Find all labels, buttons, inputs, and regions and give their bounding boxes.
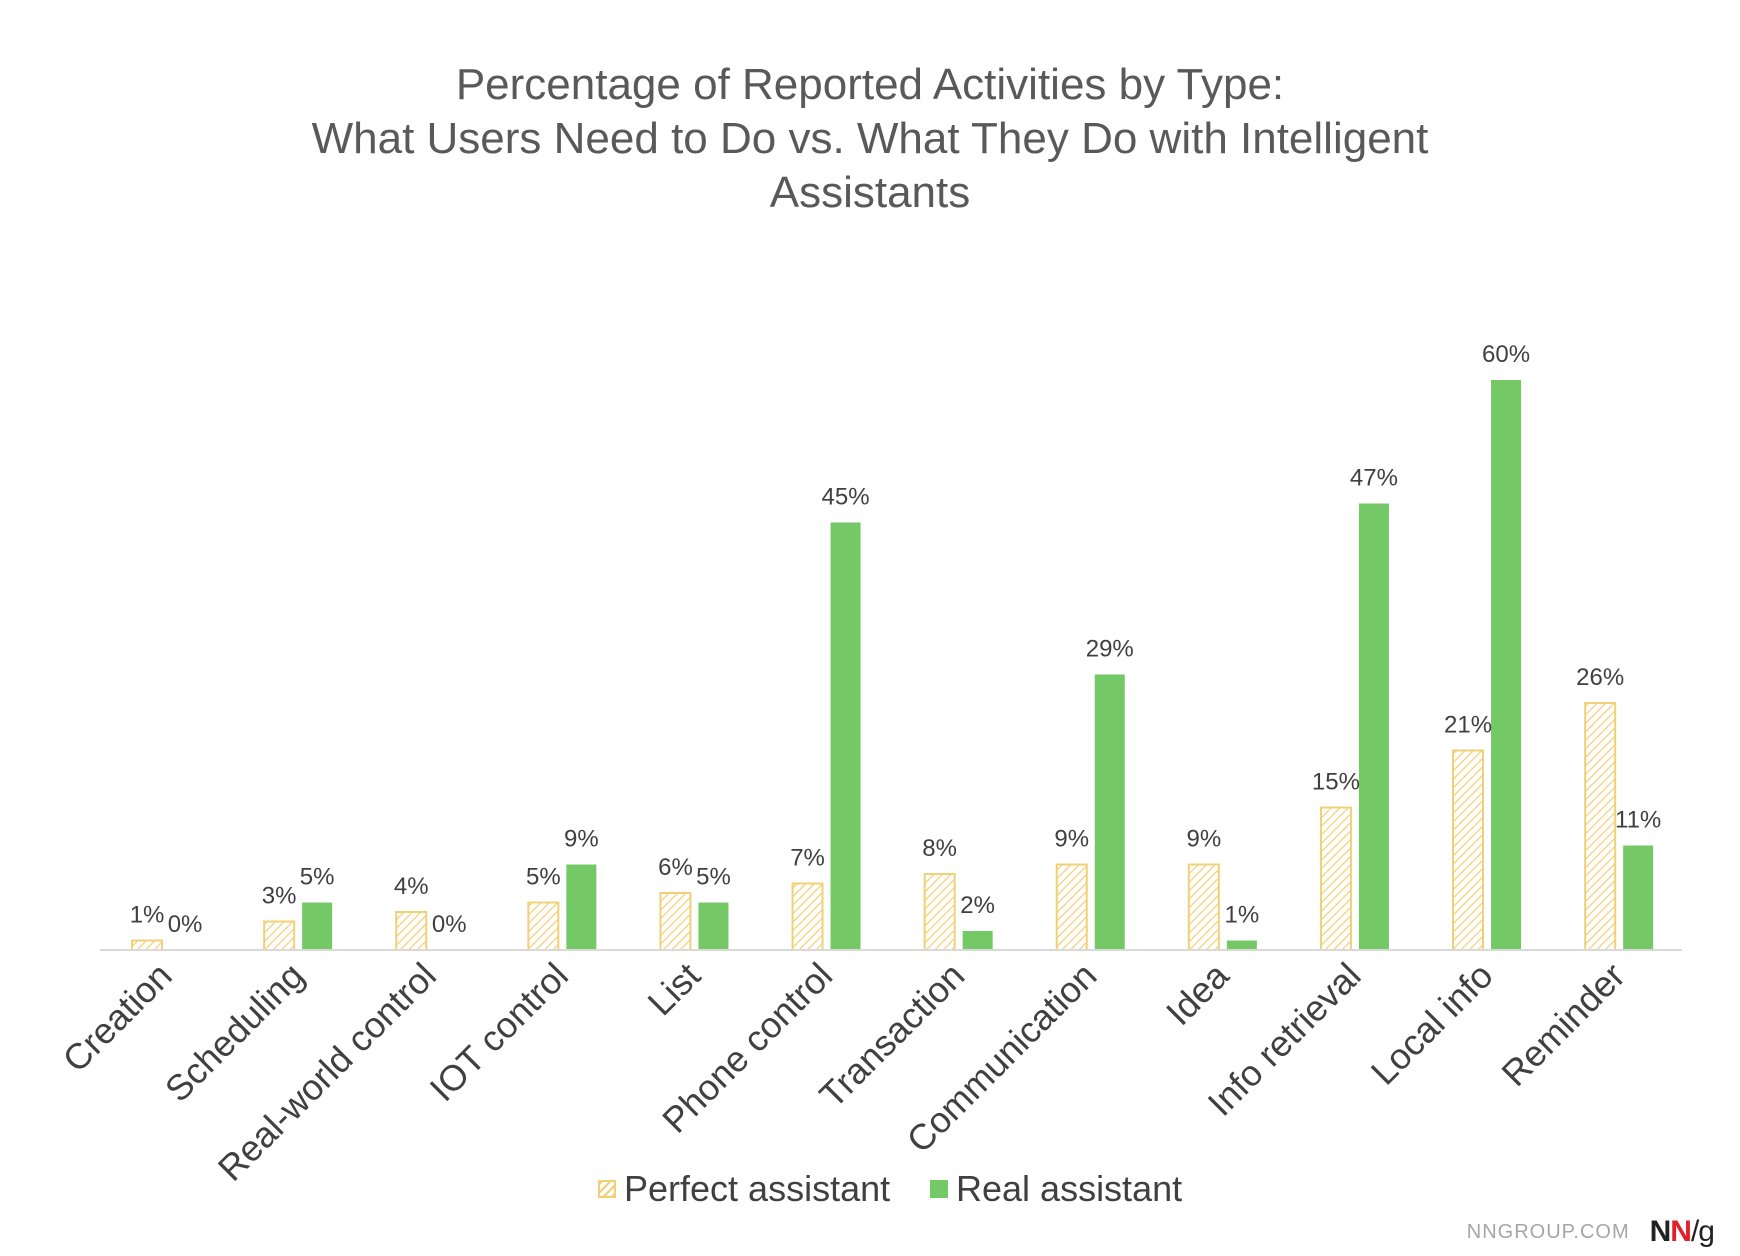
data-label-perfect-info-retrieval: 15% (1312, 769, 1360, 796)
data-label-real-list: 5% (696, 864, 731, 891)
x-tick-label-local-info: Local info (1363, 955, 1501, 1093)
legend-label-perfect-assistant: Perfect assistant (624, 1168, 891, 1209)
chart-title-line-1: Percentage of Reported Activities by Typ… (455, 60, 1285, 109)
bar-perfect-real-world-control (395, 911, 428, 951)
legend-swatch-perfect-assistant (598, 1180, 616, 1198)
nng-logo: NN/g (1649, 1215, 1715, 1249)
legend-swatch-real-assistant (930, 1180, 948, 1198)
bar-real-local-info (1491, 380, 1522, 950)
bar-real-transaction (962, 931, 993, 950)
data-label-perfect-list: 6% (658, 854, 693, 881)
data-label-perfect-idea: 9% (1187, 826, 1222, 853)
data-label-real-real-world-control: 0% (432, 911, 467, 938)
bar-real-reminder (1623, 845, 1654, 950)
bar-perfect-iot-control (527, 901, 560, 951)
data-label-perfect-real-world-control: 4% (394, 873, 429, 900)
bar-perfect-list (659, 892, 692, 951)
watermark-site-text: NNGROUP.COM (1466, 1220, 1630, 1243)
logo-part-1: N (1649, 1215, 1672, 1248)
bar-perfect-communication (1055, 863, 1088, 951)
data-label-perfect-phone-control: 7% (790, 845, 825, 872)
watermark: NNGROUP.COM NN/g (1466, 1215, 1715, 1249)
data-label-perfect-creation: 1% (130, 902, 165, 929)
bar-perfect-scheduling (263, 920, 296, 951)
legend-label-real-assistant: Real assistant (956, 1168, 1183, 1209)
data-label-real-iot-control: 9% (564, 826, 599, 853)
chart-legend: Perfect assistant Real assistant (0, 1168, 1740, 1218)
data-label-perfect-iot-control: 5% (526, 864, 561, 891)
bar-perfect-reminder (1584, 702, 1617, 951)
legend-item-real-assistant: Real assistant (930, 1168, 1182, 1210)
data-label-real-transaction: 2% (960, 892, 995, 919)
data-label-real-reminder: 11% (1615, 807, 1661, 834)
data-label-real-local-info: 60% (1482, 341, 1530, 368)
bar-real-idea (1226, 940, 1257, 950)
data-label-perfect-scheduling: 3% (262, 883, 297, 910)
logo-part-3: /g (1690, 1215, 1715, 1248)
chart-title-line-3: Assistants (769, 168, 971, 217)
bar-perfect-transaction (923, 873, 956, 951)
x-tick-label-creation: Creation (54, 955, 179, 1080)
bar-perfect-info-retrieval (1319, 806, 1352, 951)
data-label-perfect-local-info: 21% (1444, 712, 1492, 739)
x-tick-label-real-world-control: Real-world control (210, 955, 444, 1189)
bar-perfect-phone-control (791, 882, 824, 951)
bar-perfect-creation (131, 939, 164, 951)
data-label-real-idea: 1% (1225, 902, 1260, 929)
data-label-real-scheduling: 5% (300, 864, 335, 891)
data-label-real-creation: 0% (168, 911, 203, 938)
data-label-perfect-communication: 9% (1054, 826, 1089, 853)
bar-perfect-local-info (1452, 749, 1485, 951)
bar-real-list (698, 902, 729, 950)
x-tick-label-idea: Idea (1158, 954, 1237, 1033)
bar-perfect-idea (1187, 863, 1220, 951)
chart-title: Percentage of Reported Activities by Typ… (0, 58, 1740, 220)
data-label-perfect-transaction: 8% (922, 835, 957, 862)
x-tick-label-iot-control: IOT control (422, 955, 576, 1109)
data-label-real-communication: 29% (1086, 636, 1134, 663)
bar-real-communication (1094, 674, 1125, 950)
logo-part-2: N (1670, 1215, 1692, 1248)
bar-real-scheduling (302, 902, 333, 950)
data-label-real-info-retrieval: 47% (1350, 465, 1398, 492)
data-label-perfect-reminder: 26% (1576, 664, 1624, 691)
bar-real-info-retrieval (1358, 503, 1389, 950)
data-label-real-phone-control: 45% (822, 484, 870, 511)
x-tick-label-list: List (639, 955, 708, 1024)
x-tick-label-reminder: Reminder (1493, 955, 1632, 1094)
chart-title-line-2: What Users Need to Do vs. What They Do w… (311, 114, 1429, 163)
bar-real-iot-control (566, 864, 597, 950)
legend-item-perfect-assistant: Perfect assistant (598, 1168, 890, 1210)
bar-real-phone-control (830, 522, 861, 950)
